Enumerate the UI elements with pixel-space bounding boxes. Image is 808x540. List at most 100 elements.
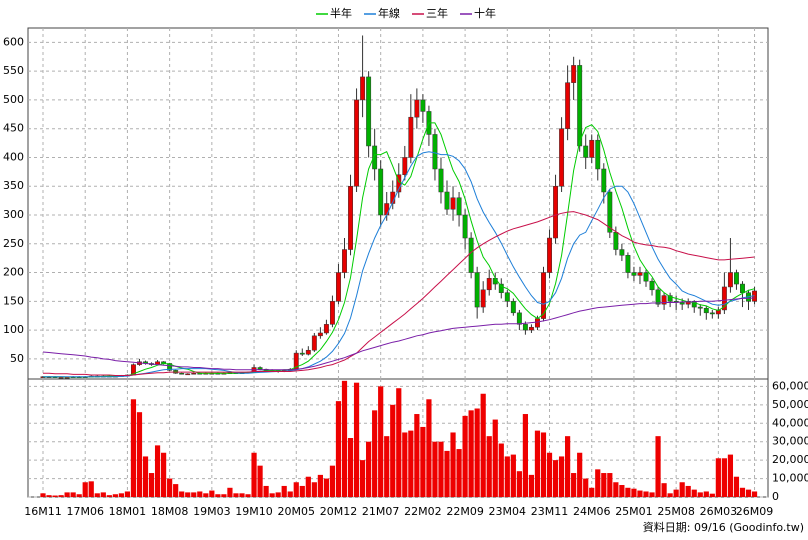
volume-bar (691, 489, 697, 497)
volume-bar (299, 485, 305, 497)
volume-bar (456, 449, 462, 497)
candle-body (305, 349, 311, 355)
candle-body (480, 289, 486, 308)
volume-bar (341, 380, 348, 497)
volume-bar (347, 438, 354, 497)
volume-bar (88, 481, 94, 497)
volume-bar (504, 456, 510, 497)
volume-bar (203, 493, 209, 497)
candle-body (631, 272, 637, 276)
x-tick-label: 25M01 (615, 505, 653, 518)
volume-bar (745, 489, 752, 497)
volume-bar (179, 491, 185, 497)
ma-line (43, 211, 755, 376)
volume-bar (390, 404, 396, 497)
volume-bar (100, 492, 106, 497)
volume-bar (697, 492, 703, 497)
volume-bar (251, 452, 257, 497)
candle-body (444, 191, 450, 210)
volume-bar (480, 393, 486, 497)
candle-body (522, 324, 528, 331)
y2-tick-label: 0 (772, 490, 779, 503)
volume-bar (655, 436, 661, 497)
candle-body (565, 82, 571, 129)
volume-bar (486, 436, 492, 497)
candle-body (384, 203, 390, 216)
volume-bar (52, 495, 58, 497)
volume-bar (94, 493, 100, 497)
volume-bar (46, 495, 52, 497)
volume-bar (112, 494, 118, 497)
volume-bar (64, 492, 70, 497)
volume-bar (739, 487, 746, 497)
volume-bar (263, 485, 269, 497)
candle-body (299, 352, 305, 355)
volume-bar (727, 454, 734, 497)
y-tick-label: 550 (3, 64, 24, 77)
volume-bar (510, 454, 516, 497)
volume-bar (82, 482, 88, 497)
candle-body (571, 65, 577, 83)
volume-bar (353, 382, 360, 497)
candle-body (577, 65, 583, 147)
candle-body (721, 286, 727, 311)
candle-body (667, 295, 673, 302)
candle-body (661, 295, 667, 305)
volume-bar (209, 490, 215, 497)
volume-bar (269, 493, 275, 497)
candle-body (625, 255, 631, 273)
volume-bar (378, 386, 384, 497)
volume-bar (715, 458, 721, 497)
y-tick-label: 300 (3, 208, 24, 221)
volume-bar (462, 415, 468, 497)
volume-bar (667, 493, 673, 497)
volume-bar (426, 399, 432, 497)
volume-bar (287, 491, 293, 497)
candle-body (191, 372, 197, 375)
candle-body (492, 278, 498, 285)
x-tick-label: 20M05 (278, 505, 316, 518)
candle-body (607, 191, 613, 233)
candle-body (510, 301, 516, 314)
x-tick-label: 26M09 (736, 505, 774, 518)
candle-body (685, 301, 691, 305)
volume-bar (191, 492, 197, 497)
volume-bar (468, 410, 474, 497)
volume-bar (685, 485, 691, 497)
y-tick-label: 250 (3, 237, 24, 250)
volume-bar (366, 441, 372, 497)
y-tick-label: 100 (3, 323, 24, 336)
ma-line (43, 151, 755, 378)
x-tick-label: 22M09 (446, 505, 484, 518)
x-tick-label: 26M03 (700, 505, 738, 518)
volume-bar (311, 482, 317, 497)
volume-bar (359, 460, 366, 497)
y2-tick-label: 20,000 (772, 453, 808, 466)
candle-body (402, 157, 408, 175)
candle-body (179, 372, 185, 375)
volume-bar (558, 456, 565, 497)
volume-bar (643, 491, 649, 497)
candle-body (697, 306, 703, 309)
volume-bar (245, 494, 251, 497)
volume-bar (522, 414, 528, 497)
volume-bar (571, 473, 577, 497)
y-tick-label: 600 (3, 35, 24, 48)
candle-body (336, 272, 341, 302)
volume-bar (751, 491, 758, 497)
volume-bar (402, 432, 408, 497)
candle-body (583, 145, 589, 158)
x-tick-label: 25M08 (657, 505, 695, 518)
volume-bar (227, 487, 233, 497)
volume-bar (625, 487, 631, 497)
candle-body (408, 116, 414, 158)
x-tick-label: 20M12 (320, 505, 358, 518)
volume-bar (396, 388, 402, 497)
volume-bar (450, 432, 456, 497)
volume-bar (589, 487, 595, 497)
volume-bar (516, 471, 522, 497)
volume-bar (613, 482, 619, 497)
volume-bar (185, 492, 191, 497)
grid (28, 28, 768, 498)
candle-body (323, 324, 329, 334)
